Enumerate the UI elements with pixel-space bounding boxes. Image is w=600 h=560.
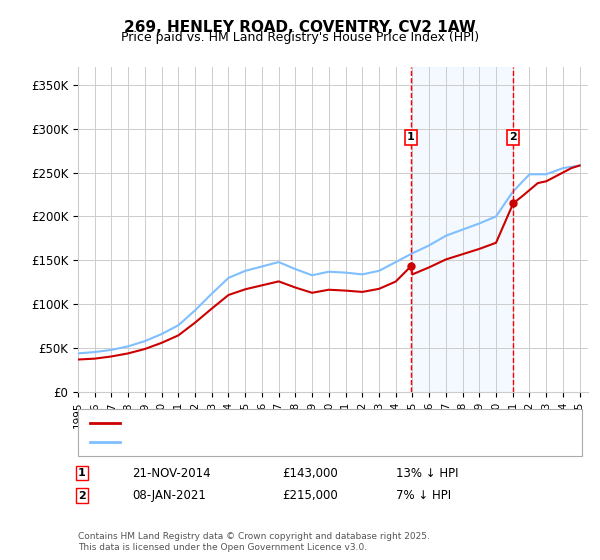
Text: 13% ↓ HPI: 13% ↓ HPI bbox=[396, 466, 458, 480]
Text: £215,000: £215,000 bbox=[282, 489, 338, 502]
Text: 1: 1 bbox=[407, 132, 415, 142]
Text: HPI: Average price, semi-detached house, Coventry: HPI: Average price, semi-detached house,… bbox=[126, 437, 395, 447]
Text: £143,000: £143,000 bbox=[282, 466, 338, 480]
Text: 08-JAN-2021: 08-JAN-2021 bbox=[132, 489, 206, 502]
Text: Contains HM Land Registry data © Crown copyright and database right 2025.
This d: Contains HM Land Registry data © Crown c… bbox=[78, 532, 430, 552]
Text: 269, HENLEY ROAD, COVENTRY, CV2 1AW (semi-detached house): 269, HENLEY ROAD, COVENTRY, CV2 1AW (sem… bbox=[126, 418, 467, 428]
Text: 21-NOV-2014: 21-NOV-2014 bbox=[132, 466, 211, 480]
Text: 7% ↓ HPI: 7% ↓ HPI bbox=[396, 489, 451, 502]
Text: 2: 2 bbox=[78, 491, 86, 501]
Text: 2: 2 bbox=[509, 132, 517, 142]
Text: 1: 1 bbox=[78, 468, 86, 478]
Text: 269, HENLEY ROAD, COVENTRY, CV2 1AW: 269, HENLEY ROAD, COVENTRY, CV2 1AW bbox=[124, 20, 476, 35]
Text: Price paid vs. HM Land Registry's House Price Index (HPI): Price paid vs. HM Land Registry's House … bbox=[121, 31, 479, 44]
Bar bbox=[411, 67, 513, 392]
